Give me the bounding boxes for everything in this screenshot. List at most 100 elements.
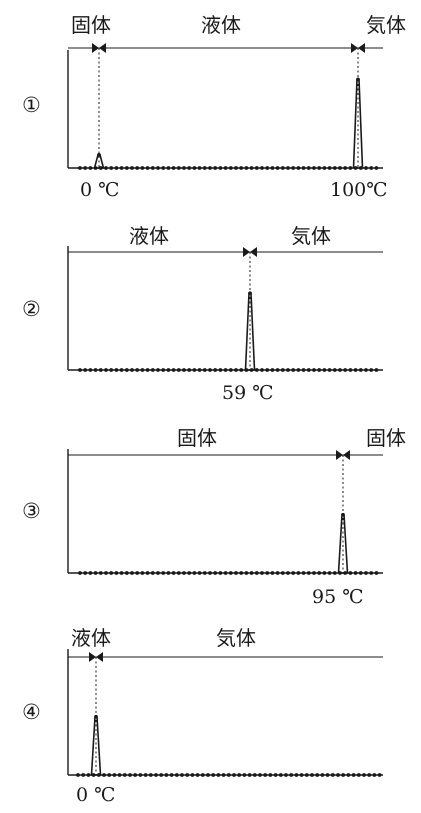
data-point (263, 773, 268, 777)
data-point (301, 166, 306, 170)
data-point (353, 166, 358, 170)
data-point (166, 166, 171, 170)
data-point (367, 773, 372, 777)
data-point (122, 773, 127, 777)
data-point (325, 773, 330, 777)
data-point (104, 166, 108, 170)
data-point (247, 773, 252, 777)
panel-4-arrowhead-2 (96, 652, 103, 662)
panel-4-phase-label-1: 液体 (71, 626, 111, 650)
panel-4-phase-label-2: 気体 (216, 626, 256, 650)
data-point (358, 166, 363, 170)
data-point (124, 368, 129, 372)
data-point (124, 166, 129, 170)
data-point (312, 571, 316, 575)
data-point (330, 773, 335, 777)
data-point (171, 166, 176, 170)
data-point (112, 773, 117, 777)
data-point (208, 368, 212, 372)
data-point (154, 773, 158, 777)
data-point (280, 571, 285, 575)
data-point (249, 368, 254, 372)
data-point (234, 166, 238, 170)
data-point (358, 571, 363, 575)
data-point (192, 368, 197, 372)
data-point (317, 166, 322, 170)
data-point (312, 368, 316, 372)
data-point (294, 773, 299, 777)
data-point (348, 571, 353, 575)
peak-outline (352, 78, 364, 169)
data-point (171, 571, 176, 575)
data-point (104, 368, 108, 372)
data-point (223, 571, 228, 575)
data-point (327, 166, 332, 170)
data-point (164, 773, 169, 777)
data-point (306, 166, 311, 170)
panel-1-phase-label-3: 気体 (366, 13, 406, 37)
data-point (208, 166, 212, 170)
data-point (114, 571, 119, 575)
data-point (91, 773, 96, 777)
data-point (176, 571, 181, 575)
data-point (182, 571, 186, 575)
data-point (258, 773, 262, 777)
data-point (197, 368, 202, 372)
data-point (145, 368, 150, 372)
panel-1-transition-label-2: 100℃ (330, 179, 388, 201)
data-point (187, 166, 192, 170)
data-point (192, 571, 197, 575)
data-point (104, 571, 108, 575)
data-point (336, 773, 340, 777)
data-point (130, 368, 134, 372)
data-point (202, 166, 207, 170)
data-point (239, 166, 244, 170)
data-point (145, 166, 150, 170)
data-point (343, 166, 348, 170)
data-point (124, 571, 129, 575)
data-point (180, 773, 184, 777)
data-point (211, 773, 216, 777)
data-point (273, 773, 278, 777)
panel-2-number: ② (22, 297, 41, 321)
data-point (98, 368, 103, 372)
data-point (197, 571, 202, 575)
data-point (140, 368, 145, 372)
data-point (362, 773, 366, 777)
data-point (244, 166, 249, 170)
data-point (166, 571, 171, 575)
data-point (78, 166, 82, 170)
data-point (332, 368, 337, 372)
data-point (291, 571, 296, 575)
data-point (237, 773, 242, 777)
panel-2-arrowhead-2 (250, 247, 257, 257)
data-point (78, 368, 82, 372)
data-point (156, 166, 160, 170)
data-point (128, 773, 132, 777)
data-point (346, 773, 351, 777)
data-point (320, 773, 325, 777)
panel-3-data-points (78, 571, 379, 575)
data-point (332, 571, 337, 575)
data-point (197, 166, 202, 170)
data-point (260, 571, 264, 575)
data-point (296, 571, 301, 575)
data-point (114, 368, 119, 372)
data-point (268, 773, 273, 777)
panel-4-arrowhead-1 (89, 652, 96, 662)
panel-1-arrowhead-3 (351, 43, 358, 53)
data-point (234, 368, 238, 372)
data-point (98, 166, 103, 170)
data-point (377, 773, 382, 777)
panel-2-phase-label-1: 液体 (129, 224, 169, 248)
panel-3-phase-label-2: 固体 (366, 426, 406, 450)
data-point (161, 166, 166, 170)
data-point (284, 773, 288, 777)
data-point (135, 571, 140, 575)
data-point (159, 773, 164, 777)
data-point (312, 166, 316, 170)
panel-3: 固体 固体 ③ 95 ℃ (22, 426, 406, 608)
data-point (206, 773, 210, 777)
